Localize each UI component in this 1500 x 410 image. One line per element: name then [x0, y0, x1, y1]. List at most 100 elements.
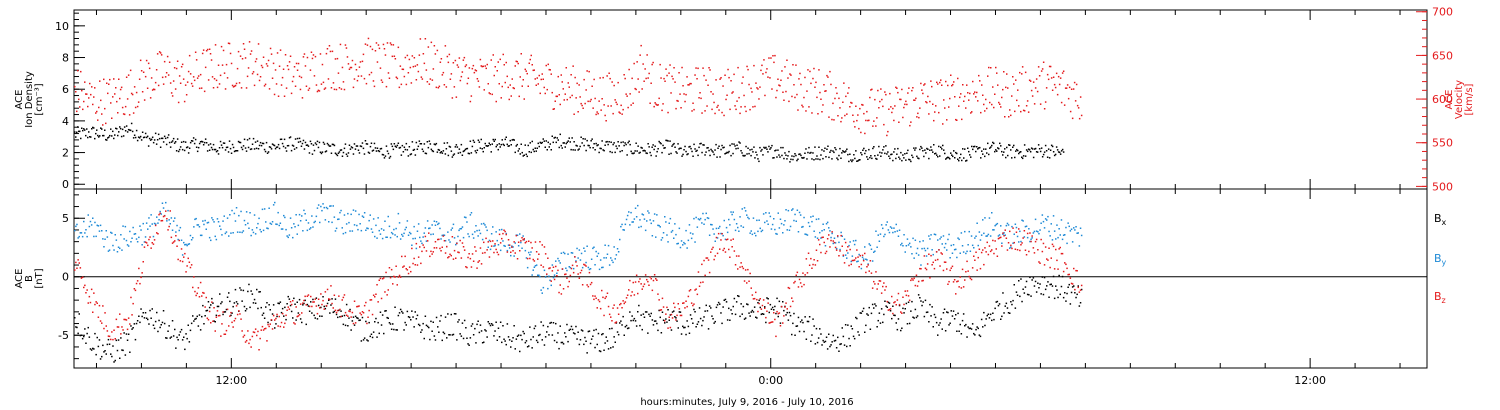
velocity-point [638, 91, 640, 93]
bx-point [980, 318, 983, 321]
bx-point [390, 328, 393, 330]
velocity-point [449, 78, 452, 80]
by-point [143, 241, 146, 243]
by-point [501, 228, 503, 231]
bx-point [751, 309, 754, 312]
density-point [255, 147, 258, 150]
velocity-point [591, 85, 593, 87]
bz-point [207, 319, 210, 321]
by-point [676, 243, 678, 245]
bz-point [314, 298, 316, 300]
bz-point [370, 299, 373, 301]
density-point [939, 155, 941, 157]
velocity-point [954, 96, 956, 98]
velocity-point [828, 116, 830, 118]
velocity-point [191, 85, 194, 87]
density-point [927, 148, 929, 150]
velocity-point [620, 104, 622, 107]
by-point [258, 217, 260, 220]
bx-point [612, 346, 614, 348]
bx-point [561, 341, 564, 344]
bz-point [938, 249, 940, 251]
density-point [464, 148, 467, 151]
velocity-point [922, 92, 924, 95]
bx-point [447, 313, 449, 315]
by-point [869, 244, 872, 247]
bx-point [217, 305, 220, 308]
density-point [94, 137, 96, 140]
density-point [973, 145, 975, 148]
density-point [424, 152, 427, 154]
bz-point [105, 325, 107, 327]
bz-point [620, 302, 622, 305]
bz-point [804, 274, 806, 276]
density-point [988, 153, 990, 156]
bx-point [623, 334, 625, 336]
bz-point [867, 264, 869, 266]
density-point [309, 140, 312, 143]
bx-point [187, 324, 189, 326]
velocity-point [579, 96, 581, 98]
velocity-point [470, 95, 473, 97]
by-point [707, 217, 710, 220]
by-point [195, 217, 197, 220]
density-point [402, 151, 405, 153]
bz-point [877, 283, 879, 285]
bz-point [416, 264, 419, 266]
by-point [428, 227, 430, 230]
density-point [469, 140, 472, 142]
density-point [947, 156, 949, 159]
bz-point [213, 307, 215, 309]
velocity-point [1044, 101, 1047, 103]
density-point [527, 144, 529, 147]
velocity-point [766, 68, 768, 70]
bx-point [572, 332, 575, 334]
velocity-point [854, 126, 856, 128]
bz-point [397, 276, 400, 278]
by-point [1058, 228, 1060, 230]
by-point [1075, 226, 1077, 228]
density-point [194, 138, 197, 141]
by-point [556, 272, 558, 274]
bz-point [682, 302, 684, 304]
bx-point [1006, 307, 1009, 309]
bx-point [379, 311, 382, 313]
velocity-point [362, 53, 365, 56]
by-point [942, 235, 945, 237]
by-point [841, 235, 843, 237]
velocity-point [290, 92, 293, 95]
bz-point [503, 229, 505, 231]
velocity-point [1000, 106, 1002, 108]
bz-point [406, 269, 409, 271]
density-point [173, 142, 176, 144]
bx-point [1007, 312, 1010, 314]
bx-point [86, 332, 88, 335]
bz-point [1003, 235, 1005, 237]
bz-point [158, 213, 160, 216]
velocity-point [912, 87, 914, 89]
bz-point [740, 262, 742, 264]
density-point [326, 142, 329, 145]
density-point [778, 154, 780, 156]
by-point [477, 235, 479, 237]
by-point [502, 240, 504, 242]
bx-point [152, 324, 155, 326]
velocity-point [861, 103, 863, 106]
velocity-point [395, 76, 398, 78]
density-point [529, 142, 531, 144]
bx-point [287, 295, 289, 298]
density-point [303, 148, 306, 150]
density-point [278, 147, 281, 150]
bz-point [332, 307, 334, 309]
bz-point [83, 286, 85, 289]
by-point [484, 224, 486, 226]
velocity-point [264, 83, 267, 86]
density-point [801, 157, 803, 159]
bz-point [452, 258, 455, 260]
density-point [137, 136, 140, 138]
by-point [847, 252, 849, 254]
velocity-point [731, 92, 733, 94]
by-point [904, 251, 906, 253]
bx-point [703, 316, 705, 318]
by-point [1019, 230, 1021, 233]
